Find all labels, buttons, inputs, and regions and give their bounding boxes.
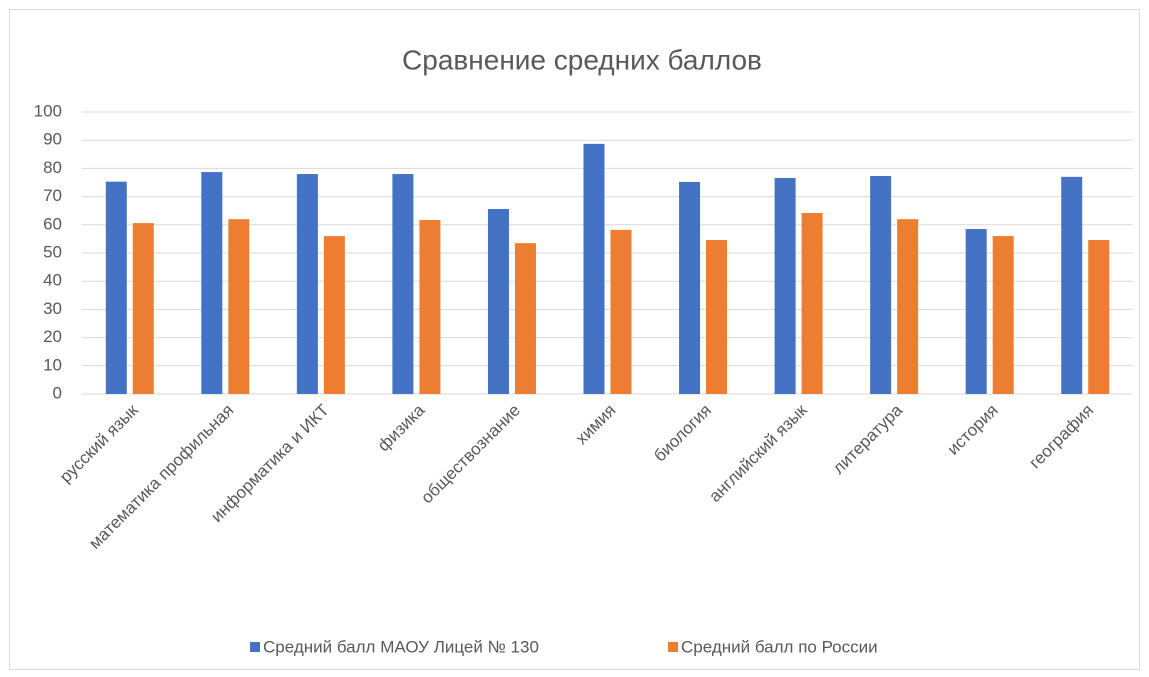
legend-swatch: [668, 642, 678, 652]
legend-label: Средний балл МАОУ Лицей № 130: [263, 637, 539, 656]
bar: [610, 229, 632, 394]
bar: [870, 176, 892, 394]
bar: [897, 219, 919, 394]
bar: [392, 174, 414, 394]
chart-border: [9, 9, 1140, 670]
bar: [228, 219, 250, 394]
y-tick-label: 20: [43, 327, 62, 346]
y-tick-label: 50: [43, 242, 62, 261]
bar: [201, 172, 223, 394]
bar: [1061, 176, 1083, 394]
y-tick-label: 10: [43, 355, 62, 374]
y-tick-label: 0: [53, 383, 62, 402]
y-tick-label: 100: [34, 101, 62, 120]
bar: [1088, 240, 1110, 394]
bar: [105, 181, 127, 394]
bar: [583, 143, 605, 394]
y-tick-label: 70: [43, 186, 62, 205]
bar: [679, 181, 701, 394]
bar: [801, 212, 823, 394]
legend-swatch: [250, 642, 260, 652]
bar: [296, 174, 318, 394]
bar: [487, 209, 509, 394]
y-tick-label: 90: [43, 130, 62, 149]
y-tick-label: 30: [43, 299, 62, 318]
bar: [992, 236, 1014, 394]
bar: [965, 229, 987, 394]
legend-label: Средний балл по России: [681, 637, 878, 656]
y-tick-label: 80: [43, 158, 62, 177]
y-tick-label: 60: [43, 214, 62, 233]
bar: [132, 223, 154, 394]
bar: [774, 177, 796, 394]
bar: [514, 243, 536, 394]
bar: [419, 220, 441, 394]
y-tick-label: 40: [43, 271, 62, 290]
bar: [706, 240, 728, 394]
bar: [323, 236, 345, 394]
chart-title: Сравнение средних баллов: [402, 44, 762, 75]
